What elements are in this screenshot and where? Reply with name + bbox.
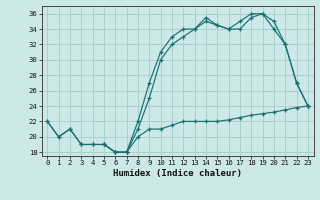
X-axis label: Humidex (Indice chaleur): Humidex (Indice chaleur)	[113, 169, 242, 178]
